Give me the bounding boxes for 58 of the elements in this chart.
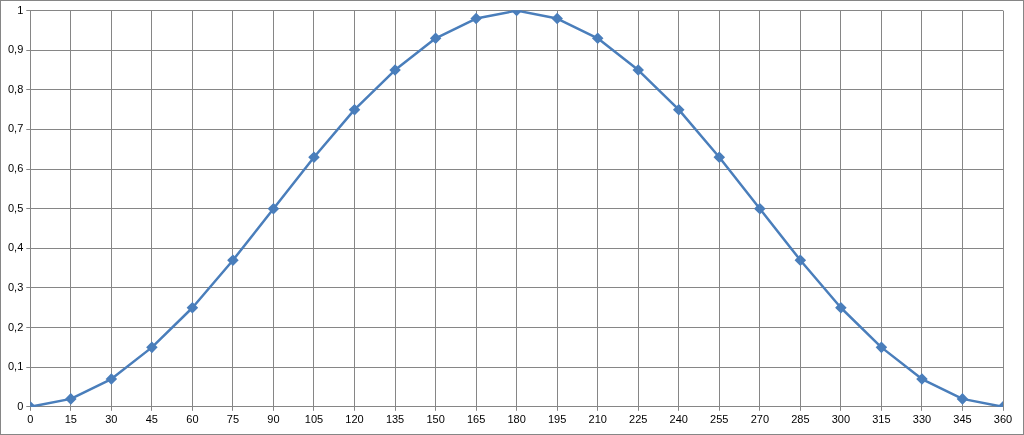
x-tick-label: 75 bbox=[226, 413, 240, 426]
point bbox=[673, 104, 685, 115]
point bbox=[430, 33, 441, 44]
x-tick-label: 255 bbox=[710, 413, 729, 426]
x-tick-label: 195 bbox=[548, 413, 567, 426]
x-tick-label: 180 bbox=[507, 413, 526, 426]
y-tick-label: 0,9 bbox=[7, 43, 24, 56]
x-tick-label: 60 bbox=[186, 413, 199, 426]
point bbox=[227, 254, 239, 266]
x-tick-label: 120 bbox=[345, 413, 364, 426]
x-tick-label: 300 bbox=[831, 413, 851, 426]
point bbox=[795, 254, 806, 266]
x-tick-label: 270 bbox=[750, 413, 769, 426]
point bbox=[551, 13, 563, 24]
x-tick-label: 315 bbox=[872, 413, 891, 426]
y-tick-label: 0,4 bbox=[7, 241, 24, 254]
x-tick-label: 330 bbox=[912, 413, 932, 426]
point bbox=[308, 151, 320, 163]
x-tick-label: 345 bbox=[953, 413, 972, 426]
y-tick-label: 0,2 bbox=[7, 320, 24, 333]
x-tick-label: 360 bbox=[993, 413, 1013, 426]
point bbox=[592, 33, 603, 44]
x-tick-label: 15 bbox=[64, 413, 77, 426]
y-tick-label: 0 bbox=[17, 399, 24, 412]
point bbox=[957, 393, 968, 405]
x-tick-label: 225 bbox=[629, 413, 648, 426]
point bbox=[349, 104, 360, 115]
x-tick-label: 285 bbox=[791, 413, 810, 426]
x-tick-label: 30 bbox=[105, 413, 118, 426]
y-tick-label: 0,7 bbox=[7, 122, 24, 135]
point bbox=[632, 64, 644, 76]
y-tick-label: 0,6 bbox=[7, 162, 24, 175]
x-tick-label: 45 bbox=[145, 413, 159, 426]
x-tick-label: 0 bbox=[27, 413, 34, 426]
point bbox=[470, 13, 482, 24]
point bbox=[187, 302, 198, 313]
point bbox=[754, 203, 766, 214]
point bbox=[146, 342, 158, 353]
point bbox=[714, 151, 725, 163]
point bbox=[268, 203, 279, 214]
x-tick-label: 90 bbox=[267, 413, 280, 426]
point bbox=[106, 373, 117, 385]
point bbox=[876, 342, 887, 353]
point bbox=[389, 64, 401, 76]
x-tick-label: 135 bbox=[385, 413, 405, 426]
x-tick-label: 105 bbox=[304, 413, 324, 426]
y-tick-label: 0,5 bbox=[7, 201, 24, 214]
y-tick-label: 0,3 bbox=[7, 280, 24, 293]
point bbox=[65, 393, 77, 405]
point bbox=[835, 302, 847, 313]
x-tick-label: 165 bbox=[466, 413, 486, 426]
x-tick-label: 240 bbox=[669, 413, 688, 426]
y-tick-label: 0,1 bbox=[7, 360, 24, 373]
y-tick-label: 0,8 bbox=[7, 82, 24, 95]
y-tick-label: 1 bbox=[17, 3, 24, 16]
x-tick-label: 210 bbox=[588, 413, 607, 426]
x-tick-label: 150 bbox=[426, 413, 445, 426]
point bbox=[916, 373, 928, 385]
